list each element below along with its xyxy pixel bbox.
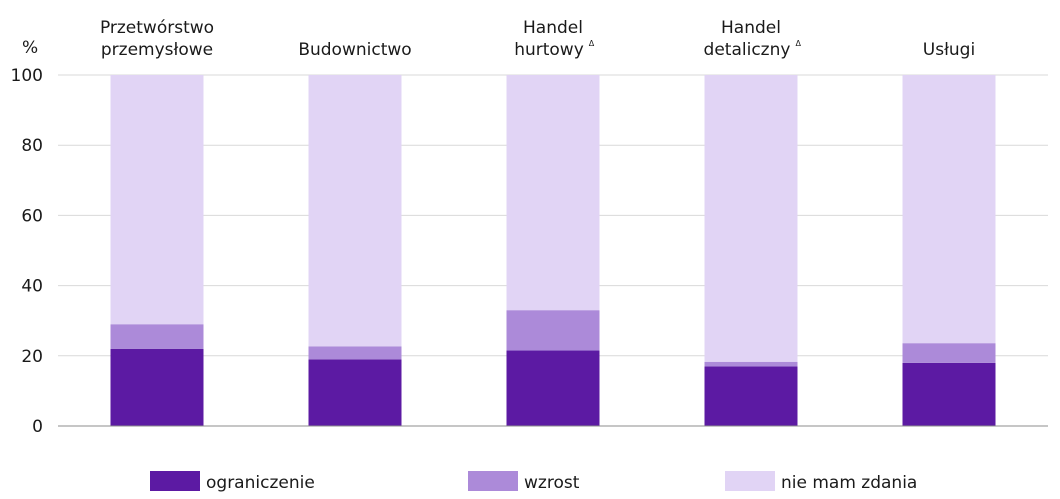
y-axis-unit-label: % <box>22 38 38 58</box>
category-label: Handel <box>721 18 781 38</box>
bar-segment-nie-mam-zdania <box>308 75 402 347</box>
legend: ograniczenie wzrost nie mam zdania <box>150 471 917 493</box>
legend-swatch <box>468 471 518 491</box>
bar-segment-ograniczenie <box>110 348 204 426</box>
bar-segment-wzrost <box>308 346 402 360</box>
legend-swatch <box>725 471 775 491</box>
legend-label: ograniczenie <box>206 473 315 493</box>
bar-segment-wzrost <box>902 343 996 363</box>
y-tick-label: 20 <box>21 347 43 367</box>
bar-segment-wzrost <box>704 361 798 367</box>
bar-segment-nie-mam-zdania <box>506 75 600 311</box>
bar-segment-nie-mam-zdania <box>110 75 204 325</box>
category-label: hurtowy <box>514 40 584 60</box>
bar-segment-ograniczenie <box>308 359 402 426</box>
bar-segment-ograniczenie <box>704 366 798 426</box>
y-tick-label: 100 <box>11 66 43 86</box>
bar-segment-nie-mam-zdania <box>902 75 996 344</box>
bar-segment-ograniczenie <box>902 362 996 426</box>
legend-label: wzrost <box>524 473 580 493</box>
bars-layer <box>110 75 996 426</box>
category-label: Usługi <box>923 40 975 60</box>
legend-label: nie mam zdania <box>781 473 917 493</box>
category-label: detaliczny <box>704 40 791 60</box>
category-label: Budownictwo <box>298 40 411 60</box>
y-tick-label: 80 <box>21 136 43 156</box>
category-label: Przetwórstwo <box>100 18 214 38</box>
y-tick-label: 60 <box>21 206 43 226</box>
y-tick-label: 40 <box>21 277 43 297</box>
category-marker: Δ <box>795 39 801 48</box>
bar-segment-wzrost <box>110 324 204 349</box>
legend-swatch <box>150 471 200 491</box>
bar-segment-nie-mam-zdania <box>704 75 798 362</box>
axis-layer: 0 20 40 60 80 100 <box>11 66 1048 437</box>
bar-segment-ograniczenie <box>506 350 600 426</box>
category-label: Handel <box>523 18 583 38</box>
category-marker: Δ <box>589 39 595 48</box>
bar-segment-wzrost <box>506 310 600 351</box>
category-label: przemysłowe <box>101 40 213 60</box>
y-tick-label: 0 <box>32 417 43 437</box>
